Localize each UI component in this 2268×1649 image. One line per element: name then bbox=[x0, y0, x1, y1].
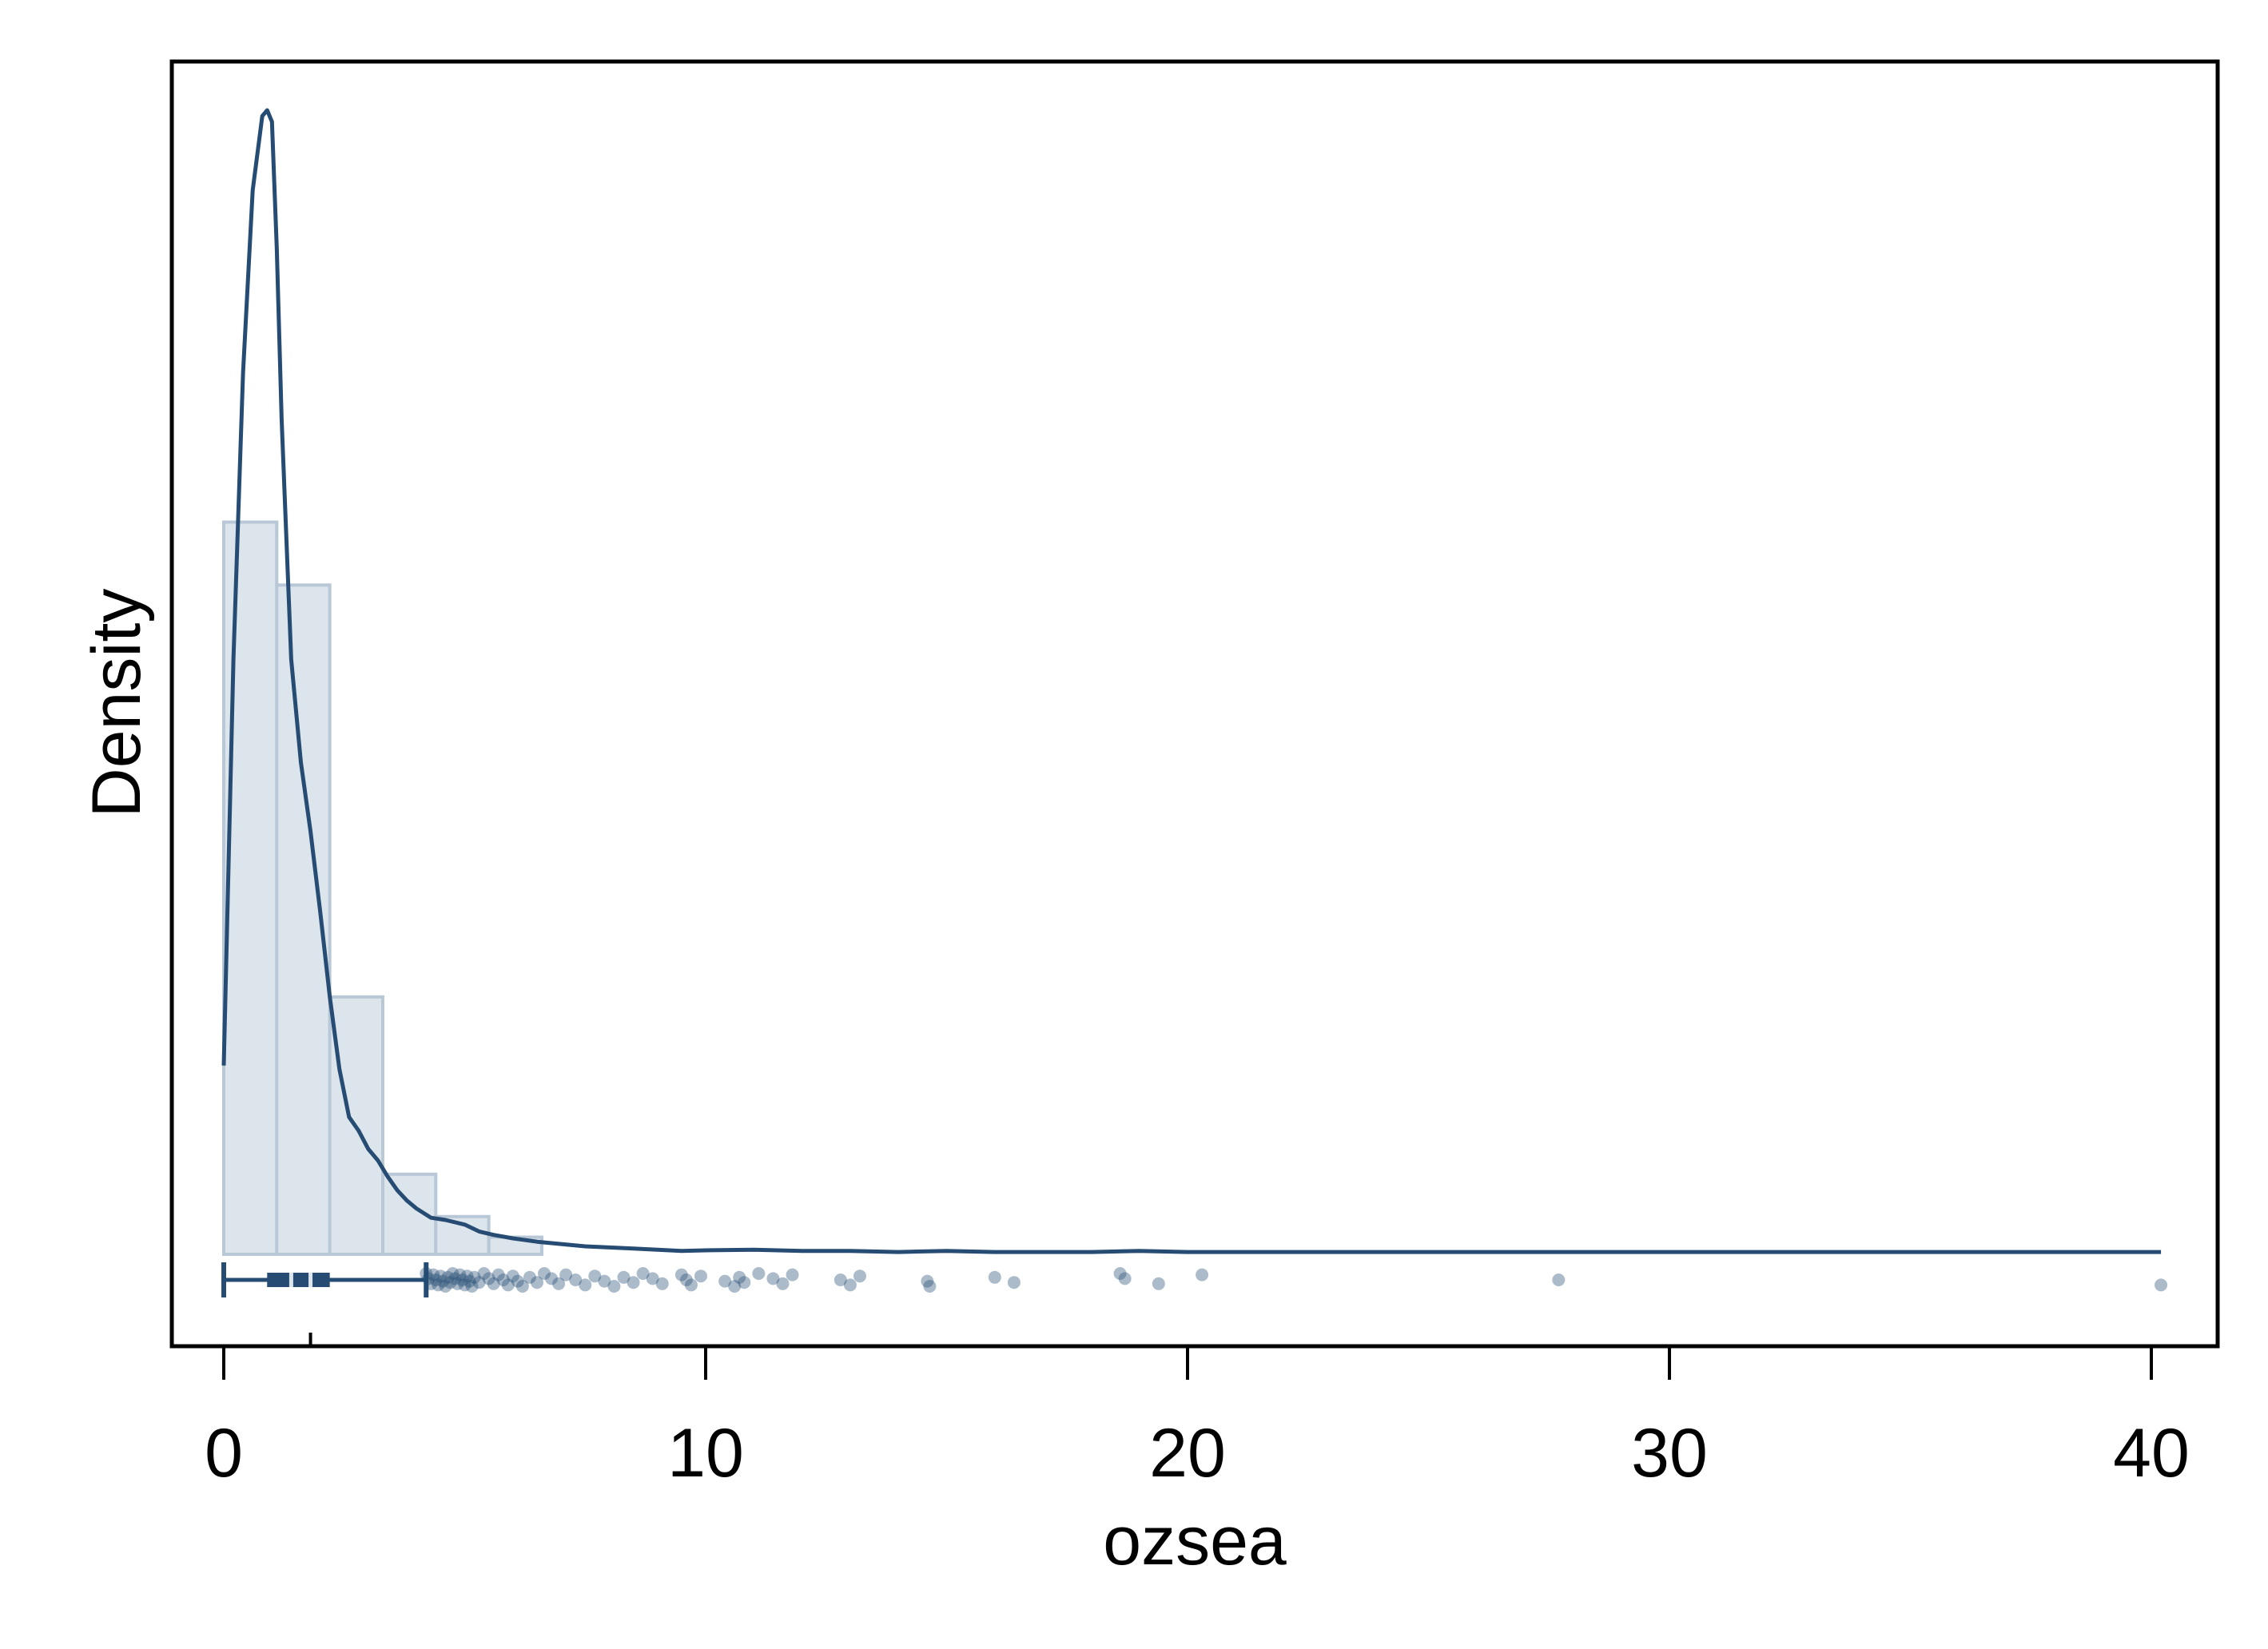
outlier-point bbox=[427, 1268, 440, 1281]
outlier-point bbox=[468, 1270, 481, 1284]
outlier-point bbox=[444, 1276, 457, 1289]
x-tick-label: 30 bbox=[1631, 1415, 1708, 1492]
outlier-point bbox=[607, 1280, 621, 1293]
outlier-point bbox=[598, 1274, 611, 1288]
outlier-point bbox=[537, 1267, 551, 1280]
outlier-point bbox=[472, 1276, 486, 1289]
outlier-point bbox=[988, 1270, 1001, 1284]
outlier-point bbox=[733, 1270, 746, 1284]
outlier-point bbox=[451, 1277, 464, 1290]
outlier-point bbox=[617, 1270, 631, 1284]
outlier-point bbox=[446, 1267, 460, 1280]
outlier-point bbox=[627, 1276, 640, 1289]
box-plot bbox=[221, 1262, 429, 1346]
outlier-point bbox=[487, 1277, 500, 1290]
outlier-point bbox=[463, 1274, 476, 1288]
outlier-point bbox=[501, 1278, 515, 1292]
x-tick-label: 10 bbox=[667, 1415, 744, 1492]
outlier-point bbox=[424, 1277, 438, 1290]
y-axis-label: Density bbox=[78, 589, 155, 818]
outlier-point bbox=[655, 1277, 669, 1290]
outlier-point bbox=[545, 1272, 559, 1285]
outlier-point bbox=[569, 1274, 583, 1286]
outlier-point bbox=[843, 1278, 857, 1292]
outlier-point bbox=[1152, 1277, 1165, 1290]
outlier-point bbox=[728, 1280, 742, 1293]
histogram-bar bbox=[434, 1214, 491, 1257]
outlier-point bbox=[684, 1278, 698, 1292]
outlier-point bbox=[456, 1274, 469, 1286]
outlier-point bbox=[434, 1270, 448, 1283]
outlier-point bbox=[718, 1274, 732, 1288]
x-axis-label: ozsea bbox=[1103, 1503, 1287, 1579]
outlier-point bbox=[523, 1270, 536, 1284]
outlier-point bbox=[776, 1277, 790, 1290]
outlier-point bbox=[496, 1274, 510, 1286]
outlier-point bbox=[766, 1272, 780, 1285]
outlier-point bbox=[530, 1276, 543, 1289]
outlier-point bbox=[738, 1276, 751, 1289]
x-axis: 0 10 20 30 40 bbox=[205, 1346, 2190, 1492]
outlier-point bbox=[679, 1274, 693, 1286]
outlier-point bbox=[923, 1280, 937, 1293]
density-curve-group bbox=[221, 108, 2162, 1254]
outlier-point bbox=[834, 1274, 847, 1286]
outlier-point bbox=[853, 1270, 866, 1283]
outlier-point bbox=[921, 1274, 934, 1288]
outlier-point bbox=[588, 1270, 602, 1283]
outlier-point bbox=[441, 1270, 455, 1284]
outlier-point bbox=[515, 1280, 529, 1293]
outlier-point bbox=[439, 1280, 452, 1293]
outlier-point bbox=[436, 1274, 450, 1288]
outlier-point bbox=[477, 1267, 491, 1280]
x-tick-label: 0 bbox=[205, 1415, 243, 1492]
outlier-point bbox=[453, 1268, 467, 1281]
outlier-point bbox=[694, 1270, 707, 1283]
outlier-point bbox=[646, 1272, 659, 1285]
outlier-point bbox=[482, 1272, 495, 1285]
outlier-point bbox=[559, 1268, 573, 1281]
outlier-point bbox=[674, 1268, 688, 1281]
histogram-bar bbox=[222, 520, 279, 1256]
outlier-point bbox=[579, 1278, 592, 1292]
outlier-point bbox=[420, 1267, 433, 1280]
outlier-point bbox=[432, 1278, 445, 1292]
density-curve bbox=[221, 108, 2162, 1254]
outlier-point bbox=[552, 1277, 566, 1290]
outlier-point bbox=[1196, 1268, 1209, 1281]
outlier-point bbox=[465, 1280, 479, 1293]
x-tick-label: 40 bbox=[2113, 1415, 2190, 1492]
outlier-point bbox=[506, 1270, 519, 1283]
outlier-point bbox=[636, 1267, 650, 1280]
outlier-point bbox=[786, 1268, 799, 1281]
outlier-point bbox=[422, 1272, 436, 1285]
outlier-point bbox=[491, 1268, 505, 1281]
outlier-point bbox=[752, 1267, 766, 1280]
outlier-point bbox=[429, 1274, 443, 1286]
outlier-point bbox=[458, 1278, 472, 1292]
plot-frame bbox=[169, 59, 2220, 1349]
outlier-point bbox=[1113, 1267, 1127, 1280]
outlier-point bbox=[2155, 1278, 2168, 1292]
outlier-point bbox=[448, 1272, 462, 1285]
outlier-point bbox=[460, 1270, 474, 1283]
outlier-points bbox=[420, 1267, 2168, 1293]
outlier-point bbox=[1552, 1274, 1566, 1286]
x-tick-label: 20 bbox=[1149, 1415, 1226, 1492]
outlier-point bbox=[1118, 1272, 1132, 1285]
box-iqr bbox=[267, 1273, 330, 1287]
outlier-point bbox=[511, 1274, 524, 1288]
outlier-point bbox=[1007, 1276, 1021, 1289]
